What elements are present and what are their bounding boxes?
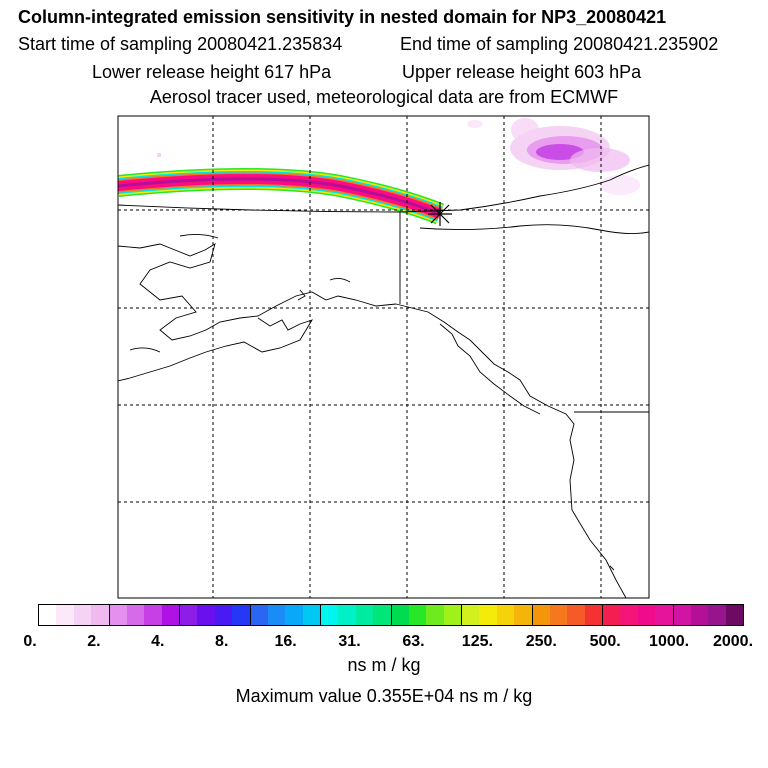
colorbar-cell <box>426 605 444 625</box>
colorbar-cell <box>126 605 145 625</box>
colorbar-cell <box>584 605 603 625</box>
colorbar-cell <box>355 605 374 625</box>
sensitivity-cloud <box>157 118 640 195</box>
colorbar-cell <box>197 605 215 625</box>
lower-release-label: Lower release height 617 hPa <box>92 62 332 82</box>
colorbar-cell <box>496 605 515 625</box>
colorbar-tick-label: 16. <box>274 633 297 650</box>
colorbar-tick-label: 63. <box>402 633 425 650</box>
start-time-label: Start time of sampling 20080421.235834 <box>18 34 343 54</box>
colorbar-cell <box>603 605 621 625</box>
tracer-info: Aerosol tracer used, meteorological data… <box>149 87 619 107</box>
coastlines <box>118 164 649 598</box>
colorbar-cell <box>391 605 409 625</box>
colorbar <box>38 604 744 626</box>
colorbar-cell <box>514 605 533 625</box>
colorbar-cell <box>532 605 550 625</box>
colorbar-cell <box>479 605 497 625</box>
figure-title: Column-integrated emission sensitivity i… <box>18 7 667 27</box>
colorbar-cell <box>73 605 92 625</box>
colorbar-tick-label: 500. <box>589 633 621 650</box>
colorbar-tick-label: 2. <box>87 633 101 650</box>
colorbar-cell <box>725 605 743 625</box>
emission-plume <box>118 168 445 225</box>
political-borders <box>399 212 649 413</box>
colorbar-tick-label: 4. <box>151 633 165 650</box>
colorbar-cell <box>443 605 462 625</box>
colorbar-tick-label: 2000. <box>712 633 754 650</box>
colorbar-tick-label: 250. <box>525 633 557 650</box>
colorbar-cell <box>655 605 674 625</box>
colorbar-cell <box>39 605 57 625</box>
colorbar-cell <box>144 605 162 625</box>
colorbar-cell <box>267 605 286 625</box>
colorbar-cell <box>250 605 268 625</box>
colorbar-cell <box>91 605 110 625</box>
colorbar-cell <box>161 605 180 625</box>
colorbar-cell <box>180 605 198 625</box>
colorbar-units: ns m / kg <box>347 655 421 675</box>
colorbar-cell <box>690 605 709 625</box>
colorbar-cell <box>549 605 568 625</box>
maximum-value: Maximum value 0.355E+04 ns m / kg <box>235 686 533 706</box>
colorbar-tick-label: 0. <box>23 633 37 650</box>
colorbar-tick-label: 31. <box>338 633 361 650</box>
colorbar-cell <box>285 605 303 625</box>
colorbar-cell <box>708 605 726 625</box>
colorbar-tick-label: 1000. <box>649 633 690 650</box>
colorbar-cell <box>232 605 251 625</box>
end-time-label: End time of sampling 20080421.235902 <box>400 34 719 54</box>
colorbar-cell <box>321 605 339 625</box>
colorbar-cell <box>673 605 691 625</box>
colorbar-cell <box>637 605 656 625</box>
colorbar-cell <box>620 605 638 625</box>
colorbar-cell <box>214 605 233 625</box>
colorbar-tick-label: 8. <box>215 633 229 650</box>
lat-lon-grid <box>118 116 649 598</box>
colorbar-cell <box>408 605 427 625</box>
map-panel <box>117 115 650 599</box>
colorbar-cell <box>462 605 480 625</box>
colorbar-cell <box>109 605 127 625</box>
colorbar-cell <box>56 605 74 625</box>
map-frame <box>117 115 650 599</box>
colorbar-tick-label: 125. <box>461 633 493 650</box>
upper-release-label: Upper release height 603 hPa <box>402 62 642 82</box>
colorbar-cell <box>373 605 392 625</box>
colorbar-cell <box>338 605 356 625</box>
colorbar-cell <box>567 605 585 625</box>
release-point-icon <box>428 202 452 226</box>
colorbar-cell <box>302 605 321 625</box>
